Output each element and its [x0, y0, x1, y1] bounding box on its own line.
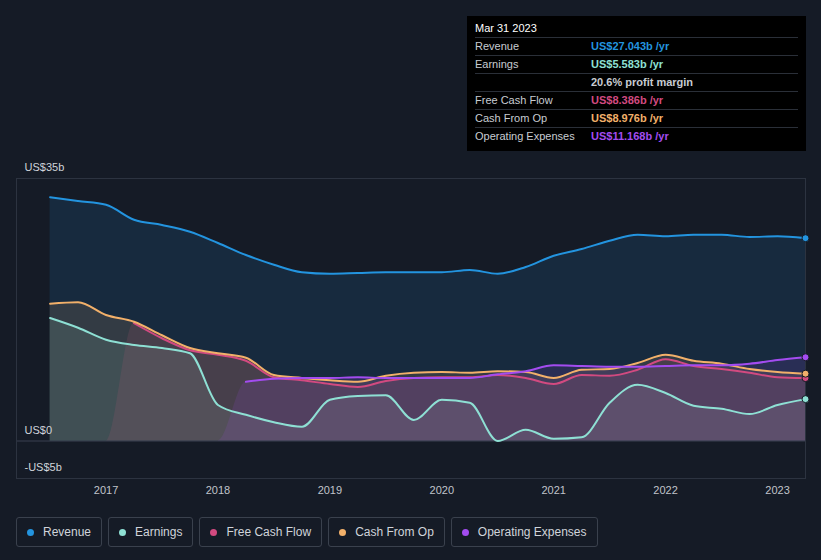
html-text:Earnings: Earnings [135, 525, 183, 539]
html-text:Free Cash Flow: Free Cash Flow [475, 94, 553, 106]
html-text:Free Cash Flow: Free Cash Flow [226, 525, 312, 539]
svg-text:US$35b: US$35b [25, 161, 65, 173]
svg-text:2020: 2020 [430, 484, 454, 496]
html-text:Operating Expenses: Operating Expenses [477, 525, 587, 539]
html-text:US$8.976b /yr: US$8.976b /yr [591, 112, 664, 124]
html-text:20.6% profit margin: 20.6% profit margin [591, 76, 694, 88]
svg-text:2022: 2022 [653, 484, 677, 496]
html-text:US$5.583b /yr: US$5.583b /yr [591, 58, 664, 70]
svg-text:2021: 2021 [541, 484, 565, 496]
svg-text:US$0: US$0 [25, 424, 53, 436]
html-text:US$8.386b /yr: US$8.386b /yr [591, 94, 664, 106]
html-text:Revenue: Revenue [475, 40, 519, 52]
svg-text:2019: 2019 [318, 484, 342, 496]
html-text:Revenue: Revenue [43, 525, 91, 539]
svg-text:-US$5b: -US$5b [25, 461, 62, 473]
html-text:US$27.043b /yr: US$27.043b /yr [591, 40, 670, 52]
html-text:Operating Expenses: Operating Expenses [475, 130, 575, 142]
svg-text:2017: 2017 [94, 484, 118, 496]
html-text:Earnings: Earnings [475, 58, 519, 70]
html-text:Mar 31 2023: Mar 31 2023 [475, 22, 537, 34]
svg-text:2018: 2018 [206, 484, 230, 496]
html-text:Cash From Op: Cash From Op [475, 112, 548, 124]
html-text:US$11.168b /yr: US$11.168b /yr [591, 130, 669, 142]
html-text:Cash From Op: Cash From Op [355, 525, 434, 539]
svg-text:2023: 2023 [765, 484, 789, 496]
